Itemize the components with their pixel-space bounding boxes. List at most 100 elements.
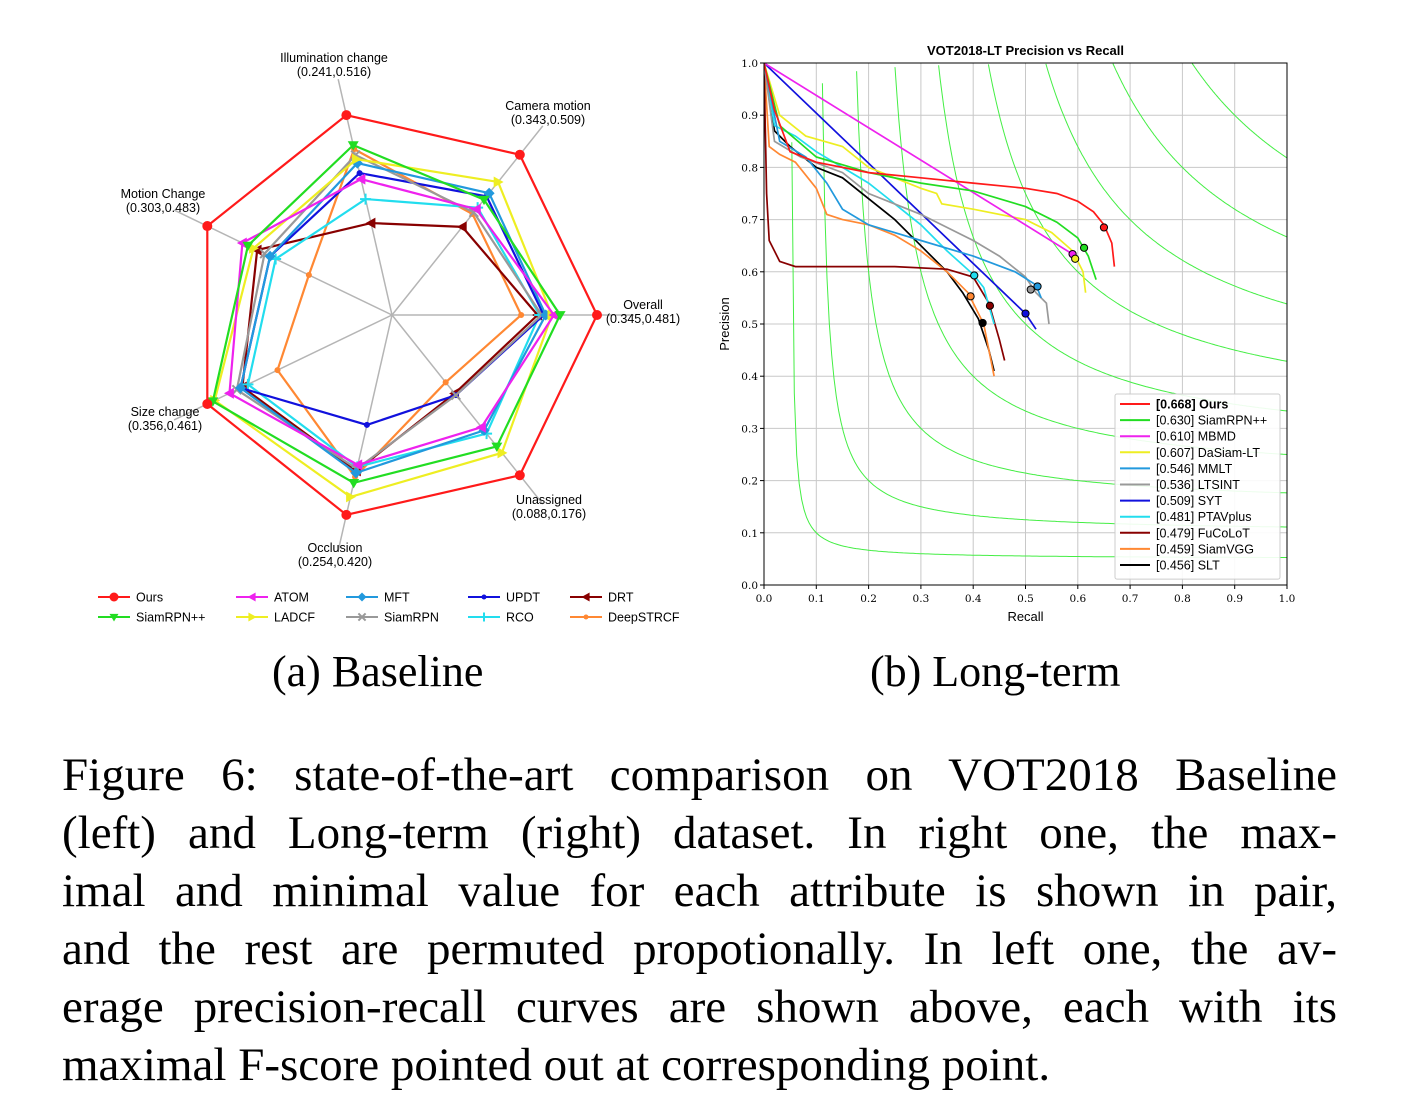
radar-legend-label: Ours [136,591,163,605]
radar-series-outline [213,157,554,499]
pr-legend-item: [0.479] FuCoLoT [1120,526,1250,540]
radar-series [236,217,542,477]
radar-point [514,470,525,481]
radar-legend-marker [247,592,256,602]
pr-legend-label: [0.481] PTAVplus [1156,510,1251,524]
pr-series-line [764,63,1042,299]
pr-fmax-point [1071,254,1080,263]
pr-series-line [764,63,1097,280]
pr-fmax-point [978,318,987,328]
pr-legend-score: [0.481] [1156,510,1194,524]
pr-legend-item: [0.610] MBMD [1120,430,1236,444]
radar-series [202,110,602,520]
pr-xtick-label: 0.5 [1017,593,1034,605]
pr-fmax-point [970,271,979,280]
radar-point [493,176,504,188]
radar-axis-range: (0.356,0.461) [128,419,202,433]
pr-legend-label: [0.536] LTSINT [1156,478,1240,492]
radar-legend-item: Ours [98,591,163,605]
figure-caption: Figure 6: state-of-the-art comparison on… [62,746,1337,1094]
radar-series [237,170,547,428]
radar-series-outline [239,161,547,475]
caption-line: imal and minimal value for each attribut… [62,865,1337,917]
radar-axis-label: Unassigned [516,493,582,507]
radar-legend-item: DRT [570,591,634,605]
pr-legend-name: SiamRPN++ [1198,414,1267,428]
pr-legend-name: PTAVplus [1198,510,1252,524]
pr-legend-item: [0.630] SiamRPN++ [1120,414,1267,428]
radar-point [341,509,352,520]
radar-point [360,193,372,205]
pr-series-line [764,63,995,377]
radar-point [365,217,376,229]
pr-legend-score: [0.668] [1156,398,1196,412]
radar-legend-item: LADCF [236,611,315,625]
pr-title: VOT2018-LT Precision vs Recall [927,43,1124,58]
pr-legend-name: SYT [1198,494,1223,508]
radar-axis-label: Motion Change [121,187,206,201]
pr-legend-item: [0.456] SLT [1120,559,1220,573]
radar-legend-item: SiamRPN++ [98,611,205,625]
radar-axis-label: Size change [131,405,200,419]
pr-xtick-label: 0.1 [808,593,825,605]
subcaption-a: (a) Baseline [272,647,484,696]
pr-fmax-point [1033,282,1042,291]
radar-point [242,378,254,390]
radar-legend-label: MFT [384,591,410,605]
pr-legend-score: [0.607] [1156,446,1194,460]
radar-legend-item: UPDT [468,591,540,605]
pr-iso-curve [987,64,1287,362]
pr-series-line [764,63,1037,330]
figure-canvas: Overall(0.345,0.481) Camera motion(0.343,… [98,43,1295,625]
pr-fmax-point [1026,285,1035,294]
pr-xtick-label: 0.6 [1069,593,1086,605]
pr-legend-label: [0.456] SLT [1156,559,1220,573]
pr-ytick-label: 1.0 [741,58,758,70]
radar-legend-label: UPDT [506,591,540,605]
pr-legend-label: [0.668] Ours [1156,398,1228,412]
radar-legend-marker [581,592,590,602]
radar-legend: Ours SiamRPN++ ATOM LADCF MFT SiamRPN UPDT RCO D… [98,591,680,625]
pr-ytick-label: 0.8 [741,162,758,174]
radar-point [264,250,276,262]
pr-legend-label: [0.479] FuCoLoT [1156,526,1250,540]
pr-legend-item: [0.546] MMLT [1120,462,1233,476]
radar-legend-label: RCO [506,611,534,625]
pr-fmax-point [1079,243,1089,252]
radar-point [478,195,490,206]
pr-fmax-point [966,292,975,301]
radar-point [470,203,481,215]
pr-xtick-label: 0.2 [860,593,877,605]
pr-iso-curve [1045,63,1287,305]
radar-point [348,479,360,489]
pr-fmax-point [1021,309,1030,318]
pr-ytick-label: 0.7 [741,215,758,227]
radar-point [305,271,312,278]
radar-legend-label: ATOM [274,591,309,605]
radar-point [202,398,213,409]
caption-line: (left) and Long-term (right) dataset. In… [62,807,1337,859]
radar-legend-marker [357,592,367,602]
pr-legend-score: [0.479] [1156,526,1194,540]
pr-legend-score: [0.536] [1156,478,1194,492]
radar-legend-item: SiamRPN [346,611,439,625]
radar-legend-marker [248,612,257,622]
pr-legend-label: [0.607] DaSiam-LT [1156,446,1260,460]
pr-legend-score: [0.509] [1156,494,1194,508]
radar-legend-item: ATOM [236,591,309,605]
radar-legend-marker [479,612,489,622]
pr-legend-score: [0.610] [1156,430,1194,444]
radar-point [356,170,363,177]
radar-legend-marker [109,592,119,602]
pr-legend-item: [0.536] LTSINT [1120,478,1240,492]
pr-ylabel: Precision [717,297,732,350]
pr-legend-name: MBMD [1198,430,1236,444]
pr-ytick-label: 0.5 [741,319,758,331]
radar-point [456,221,467,233]
pr-legend-score: [0.630] [1156,414,1194,428]
radar-axis-label: Occlusion [308,541,363,555]
radar-point [346,491,356,503]
radar-point [363,421,370,428]
radar-axis-label: Overall [623,298,663,312]
radar-point [592,310,602,320]
